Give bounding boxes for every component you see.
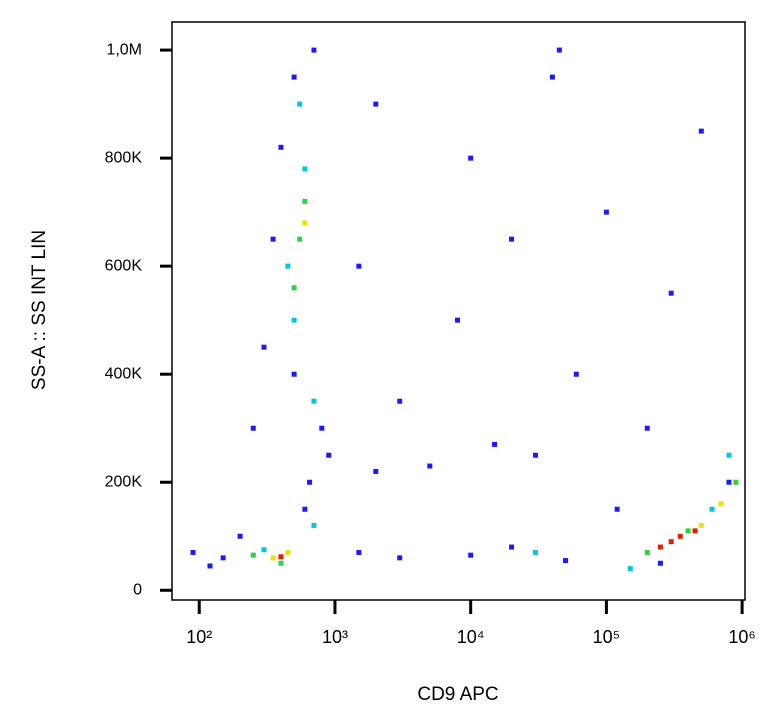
y-tick-label: 1,0M <box>106 41 142 58</box>
point <box>270 236 276 242</box>
y-tick-label: 800K <box>105 149 143 166</box>
point <box>532 549 538 555</box>
point <box>278 144 284 150</box>
point <box>373 101 379 107</box>
point <box>603 209 609 215</box>
point <box>291 371 297 377</box>
y-tick-label: 600K <box>105 257 143 274</box>
point <box>307 479 313 485</box>
point <box>692 528 698 534</box>
point <box>291 74 297 80</box>
point <box>373 468 379 474</box>
y-tick-label: 0 <box>133 581 142 598</box>
point <box>492 441 498 447</box>
point <box>657 560 663 566</box>
point <box>297 101 303 107</box>
point <box>207 563 213 569</box>
point <box>698 522 704 528</box>
point <box>657 544 663 550</box>
point <box>302 220 308 226</box>
y-axis-title: SS-A :: SS INT LIN <box>29 230 50 390</box>
point <box>250 552 256 558</box>
point <box>311 47 317 53</box>
point <box>718 501 724 507</box>
point <box>468 155 474 161</box>
point <box>455 317 461 323</box>
point <box>297 236 303 242</box>
point <box>319 425 325 431</box>
y-tick-label: 200K <box>105 473 143 490</box>
point <box>356 263 362 269</box>
point <box>302 166 308 172</box>
point <box>261 344 267 350</box>
x-tick-label: 10⁴ <box>457 627 485 647</box>
point <box>250 425 256 431</box>
y-tick-label: 400K <box>105 365 143 382</box>
point <box>614 506 620 512</box>
point <box>573 371 579 377</box>
point <box>644 425 650 431</box>
point <box>709 506 715 512</box>
point <box>668 290 674 296</box>
point <box>563 558 569 564</box>
point <box>302 198 308 204</box>
point <box>556 47 562 53</box>
point <box>698 128 704 134</box>
point <box>677 533 683 539</box>
point <box>326 452 332 458</box>
point <box>285 263 291 269</box>
x-tick-label: 10² <box>186 627 212 647</box>
point <box>285 549 291 555</box>
point <box>278 554 284 560</box>
point <box>237 533 243 539</box>
x-tick-label: 10³ <box>322 627 348 647</box>
point <box>468 552 474 558</box>
point <box>261 547 267 553</box>
x-axis-title: CD9 APC <box>417 684 498 705</box>
point <box>356 549 362 555</box>
point <box>644 549 650 555</box>
point <box>397 398 403 404</box>
point <box>668 539 674 545</box>
point <box>549 74 555 80</box>
point <box>685 528 691 534</box>
point <box>291 317 297 323</box>
point <box>270 555 276 561</box>
point <box>509 544 515 550</box>
point <box>509 236 515 242</box>
x-tick-label: 10⁵ <box>593 627 620 647</box>
point <box>532 452 538 458</box>
point <box>278 560 284 566</box>
point <box>220 555 226 561</box>
point <box>190 549 196 555</box>
plot-frame <box>171 21 746 601</box>
point <box>726 479 732 485</box>
x-tick-label: 10⁶ <box>728 627 755 647</box>
point <box>726 452 732 458</box>
point <box>733 479 739 485</box>
point <box>397 555 403 561</box>
point <box>311 398 317 404</box>
point <box>311 522 317 528</box>
point <box>302 506 308 512</box>
point <box>627 566 633 572</box>
point <box>427 463 433 469</box>
point <box>291 285 297 291</box>
